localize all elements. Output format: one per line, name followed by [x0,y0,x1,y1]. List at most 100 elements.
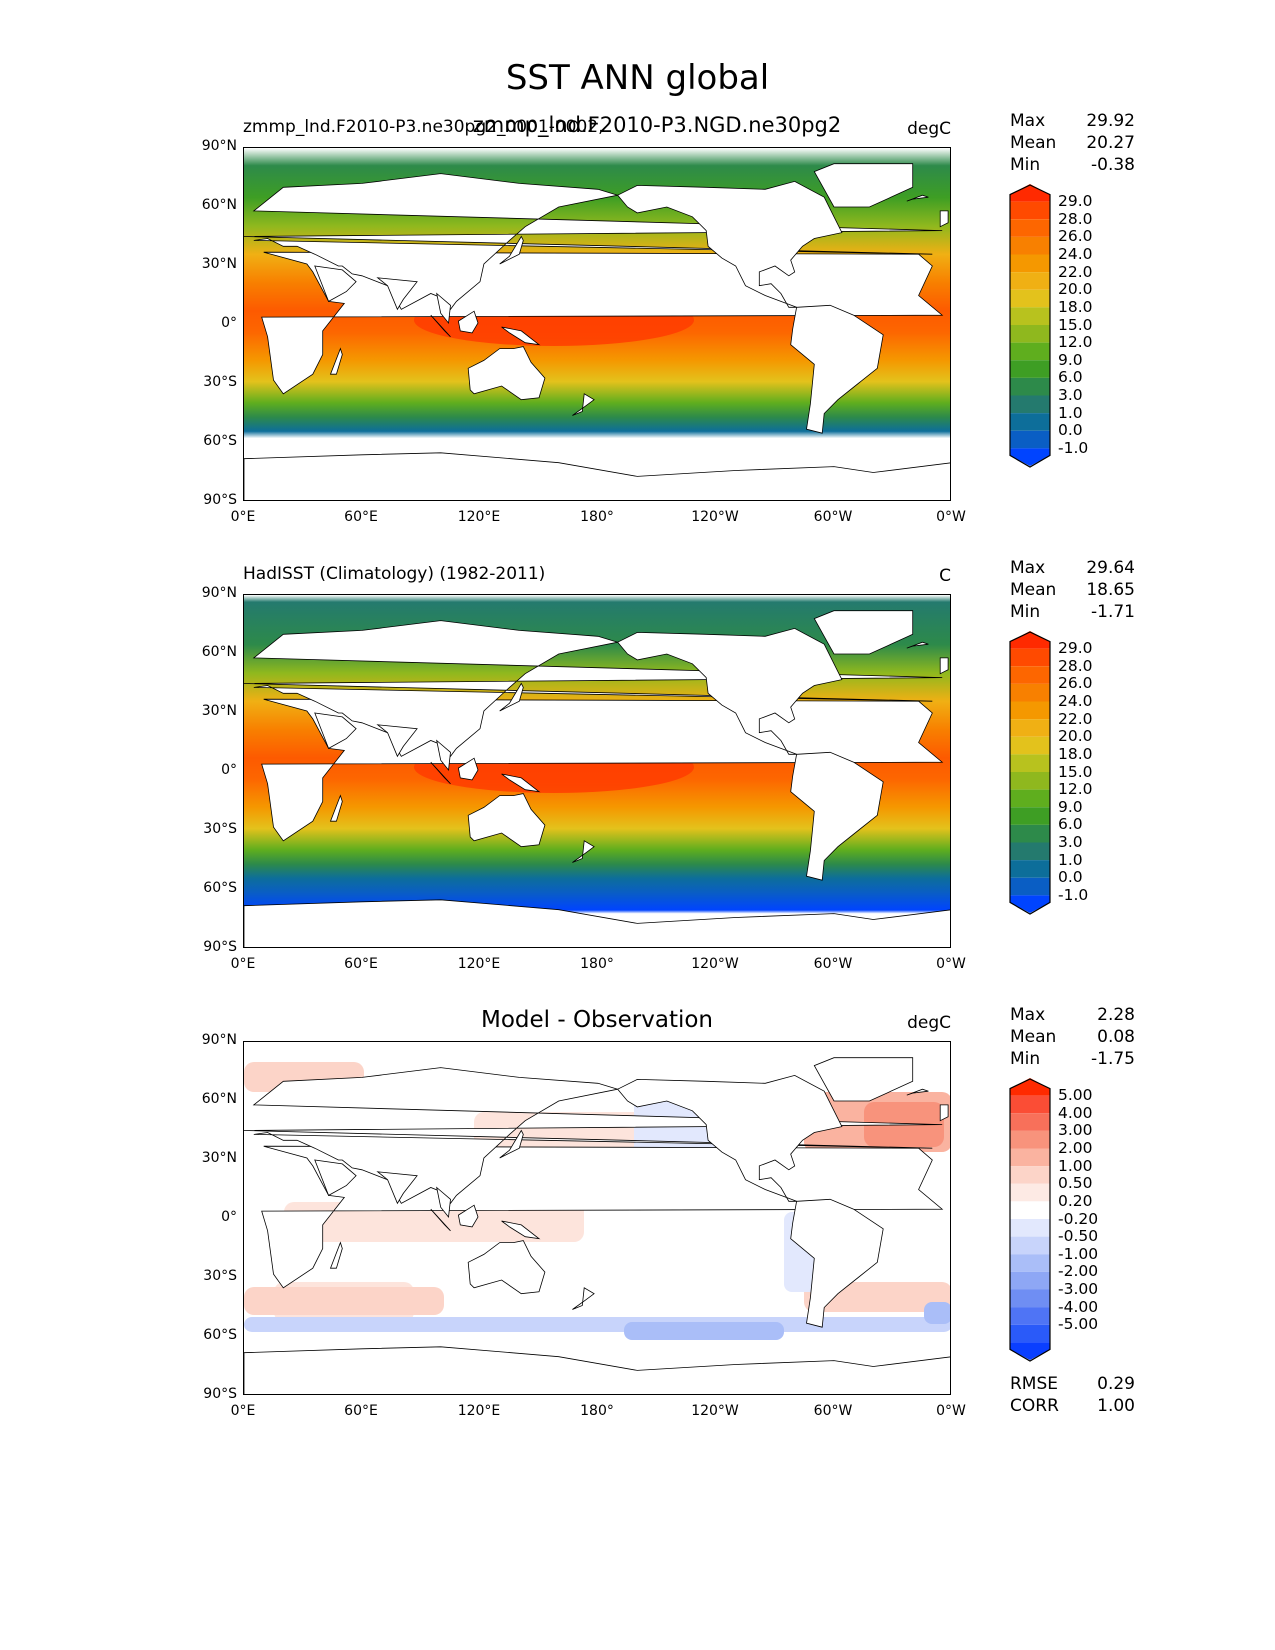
colorbar-segment [1010,413,1050,431]
lon-tick-label: 0°E [230,956,256,972]
colorbar-tick-label: 29.0 [1058,639,1093,658]
lon-tick-label: 60°W [813,1403,853,1419]
lat-tick-label: 30°N [201,256,237,272]
colorbar-tick-label: -3.00 [1058,1280,1099,1298]
colorbar-tick-label: 2.00 [1058,1139,1093,1157]
colorbar-tick-label: 4.00 [1058,1103,1093,1122]
lon-tick-label: 180° [580,1403,614,1419]
colorbar-tick-label: 26.0 [1058,227,1093,246]
colorbar-segment [1010,1166,1050,1184]
stat-value: 0.29 [1097,1374,1135,1394]
colorbar-tick-label: 0.50 [1058,1174,1093,1193]
lat-tick-label: 60°N [201,197,237,213]
colorbar-tick-label: 12.0 [1058,333,1093,352]
colorbar-segment [1010,666,1050,684]
stat-row: Min -0.38 [1010,154,1135,176]
land-outline [467,346,546,401]
stat-value: 29.92 [1086,111,1135,131]
land-outline [501,326,541,346]
stat-value: -1.75 [1091,1049,1135,1069]
stat-row: Max 29.92 [1010,110,1135,132]
land-outline [244,173,943,310]
lat-tick-label: 90°S [203,939,237,955]
lat-tick-label: 90°N [201,138,237,154]
colorbar-segment [1010,219,1050,237]
colorbar-tick-label: 12.0 [1058,780,1093,799]
stat-label: Max [1010,111,1046,131]
land-outline [457,310,479,334]
colorbar-tick-label: 3.0 [1058,833,1083,851]
stat-label: Min [1010,155,1041,175]
map-ref [243,594,951,948]
lon-tick-label: 0°W [936,509,966,525]
colorbar-tick-label: 26.0 [1058,674,1093,693]
colorbar-segment [1010,272,1050,290]
lon-tick-label: 60°W [813,509,853,525]
colorbar-segment [1010,1219,1050,1237]
colorbar-tick-label: 24.0 [1058,245,1093,263]
colorbar-tick-label: 6.0 [1058,815,1083,834]
stat-row: Min -1.75 [1010,1048,1135,1070]
colorbar-tick-label: 1.0 [1058,403,1083,422]
colorbar-segment [1010,807,1050,825]
lon-tick-label: 60°E [344,1403,378,1419]
figure-title: SST ANN global [505,58,770,98]
land-outline [329,347,343,375]
land-outline [906,1088,929,1096]
land-outline [939,1104,949,1122]
stat-row: RMSE 0.29 [1010,1373,1135,1395]
colorbar-tick-label: 15.0 [1058,315,1093,334]
colorbar-tick-label: 3.0 [1058,386,1083,404]
land-outline [790,1198,884,1328]
extra-stats-box: RMSE 0.29 CORR 1.00 [1010,1373,1135,1417]
colorbar-tick-label: 0.0 [1058,421,1083,440]
colorbar-tick-label: 0.20 [1058,1191,1093,1210]
colorbar-segment [1010,201,1050,220]
colorbar-tick-label: 29.0 [1058,192,1093,211]
land-outline [467,793,546,848]
anomaly-negative [244,1317,950,1332]
land-outline [244,620,943,757]
lon-tick-label: 60°E [344,509,378,525]
stat-row: Min -1.71 [1010,601,1135,623]
colorbar-segment [1010,701,1050,720]
colorbar-tick-label: 22.0 [1058,262,1093,281]
colorbar-outline [1009,631,1051,915]
colorbar-segment [1010,1271,1050,1290]
colorbar-segment [1010,824,1050,843]
colorbar-segment [1010,289,1050,308]
colorbar-segment [1010,1342,1050,1360]
lat-tick-label: 0° [221,1209,237,1225]
lat-tick-label: 90°N [201,1032,237,1048]
colorbar-tick-label: 1.0 [1058,850,1083,869]
lon-tick-label: 120°W [691,509,739,525]
land-outline [457,757,479,781]
stats-box: Max 2.28 Mean 0.08 Min -1.75 [1010,1004,1135,1070]
land-outline [436,739,451,772]
colorbar-segment [1010,1254,1050,1272]
land-outline [314,1159,357,1196]
colorbar-segment [1010,877,1050,896]
colorbar [1009,184,1051,468]
lat-tick-label: 60°N [201,1091,237,1107]
land-outline [617,627,843,755]
panel-center-title: zmmp_lnd.F2010-P3.NGD.ne30pg2 [472,113,842,137]
colorbar-tick-label: -5.00 [1058,1315,1099,1334]
lat-tick-label: 0° [221,315,237,331]
colorbar-tick-label: 15.0 [1058,762,1093,781]
stat-label: Mean [1010,1027,1057,1047]
colorbar-segment [1010,1201,1050,1219]
colorbar-segment [1010,648,1050,667]
colorbar-segment [1010,307,1050,325]
land-outline [939,657,949,675]
land-outline [572,393,595,416]
stat-value: 1.00 [1097,1396,1135,1416]
colorbar [1009,631,1051,915]
colorbar-segment [1010,719,1050,737]
land-outline [329,794,343,822]
colorbar-tick-label: 20.0 [1058,280,1093,299]
colorbar-tick-label: 5.00 [1058,1086,1093,1105]
colorbar-segment [1010,1289,1050,1308]
panel-center-title: Model - Observation [480,1007,714,1033]
lat-tick-label: 60°N [201,644,237,660]
